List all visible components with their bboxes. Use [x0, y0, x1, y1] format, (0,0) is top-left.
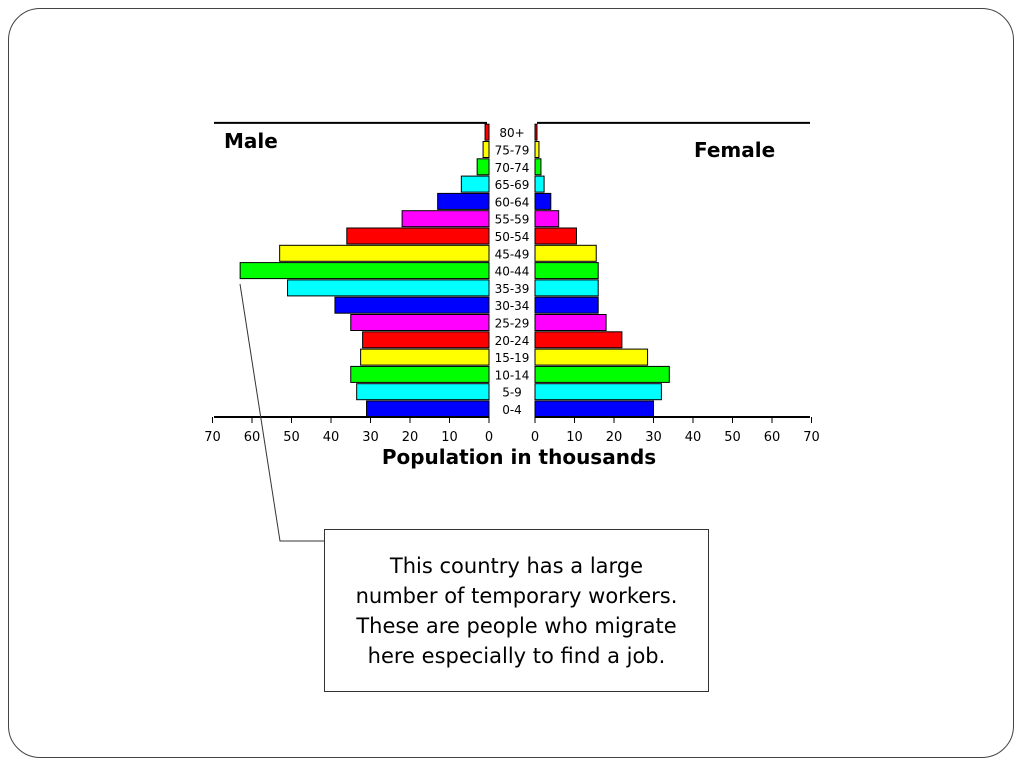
- male-bar-25-29: [350, 314, 490, 331]
- male-bar-10-14: [350, 365, 490, 383]
- male-tick-label: 30: [362, 430, 379, 445]
- age-group-label: 75-79: [495, 144, 530, 158]
- male-tick-label: 40: [323, 430, 340, 445]
- female-tick-label: 30: [645, 430, 662, 445]
- age-group-label: 35-39: [495, 282, 530, 296]
- age-group-label: 0-4: [502, 403, 522, 417]
- callout-leader-line: [239, 283, 324, 542]
- female-bar-5-9: [534, 383, 662, 401]
- age-group-label: 25-29: [495, 317, 530, 331]
- callout-text: This country has a large number of tempo…: [355, 553, 678, 668]
- female-bar-10-14: [534, 365, 670, 383]
- female-bar-25-29: [534, 314, 607, 331]
- male-bar-5-9: [356, 383, 490, 401]
- age-group-label: 80+: [499, 126, 524, 140]
- male-bar-35-39: [287, 279, 490, 297]
- male-tick-label: 0: [485, 430, 493, 445]
- male-bar-15-19: [360, 348, 490, 366]
- female-bar-70-74: [534, 158, 542, 176]
- male-tick-label: 20: [402, 430, 419, 445]
- male-bar-45-49: [279, 244, 490, 262]
- female-tick-label: 70: [803, 430, 820, 445]
- age-group-label: 40-44: [495, 265, 530, 279]
- female-tick-label: 0: [531, 430, 539, 445]
- male-bar-70-74: [476, 158, 490, 176]
- age-group-label: 10-14: [495, 368, 530, 382]
- male-bar-50-54: [346, 227, 490, 245]
- female-bar-30-34: [534, 296, 599, 314]
- age-group-label: 20-24: [495, 334, 530, 348]
- age-group-label: 70-74: [495, 161, 530, 175]
- male-tick-label: 60: [244, 430, 261, 445]
- female-bar-50-54: [534, 227, 577, 245]
- age-group-label: 45-49: [495, 247, 530, 261]
- male-bar-55-59: [401, 210, 490, 228]
- female-bar-45-49: [534, 244, 597, 262]
- female-bar-80+: [534, 123, 538, 141]
- female-tick-label: 10: [566, 430, 583, 445]
- male-bar-20-24: [362, 331, 490, 349]
- age-group-label: 55-59: [495, 213, 530, 227]
- male-tick-label: 50: [283, 430, 300, 445]
- age-group-label: 15-19: [495, 351, 530, 365]
- male-bar-30-34: [334, 296, 490, 314]
- female-bar-40-44: [534, 262, 599, 280]
- age-group-label: 50-54: [495, 230, 530, 244]
- male-bar-65-69: [460, 175, 490, 193]
- male-bar-40-44: [239, 262, 490, 280]
- female-tick-label: 40: [685, 430, 702, 445]
- age-group-label: 60-64: [495, 195, 530, 209]
- male-tick-label: 70: [204, 430, 221, 445]
- female-bar-15-19: [534, 348, 649, 366]
- callout-box: This country has a large number of tempo…: [324, 529, 709, 692]
- male-bar-80+: [484, 123, 490, 141]
- female-tick-label: 60: [764, 430, 781, 445]
- female-bar-0-4: [534, 400, 654, 418]
- male-bar-60-64: [437, 192, 490, 210]
- age-group-label: 5-9: [502, 386, 522, 400]
- female-bar-35-39: [534, 279, 599, 297]
- female-bar-75-79: [534, 141, 540, 158]
- age-group-label: 30-34: [495, 299, 530, 313]
- female-tick-label: 50: [724, 430, 741, 445]
- female-bar-60-64: [534, 192, 552, 210]
- female-bar-65-69: [534, 175, 545, 193]
- female-label: Female: [694, 138, 775, 162]
- male-tick-label: 10: [441, 430, 458, 445]
- male-bar-75-79: [482, 141, 490, 158]
- female-bar-55-59: [534, 210, 560, 228]
- male-bar-0-4: [366, 400, 490, 418]
- age-group-label: 65-69: [495, 178, 530, 192]
- x-axis-label: Population in thousands: [382, 445, 656, 469]
- female-tick-label: 20: [606, 430, 623, 445]
- female-bar-20-24: [534, 331, 623, 349]
- male-label: Male: [224, 129, 278, 153]
